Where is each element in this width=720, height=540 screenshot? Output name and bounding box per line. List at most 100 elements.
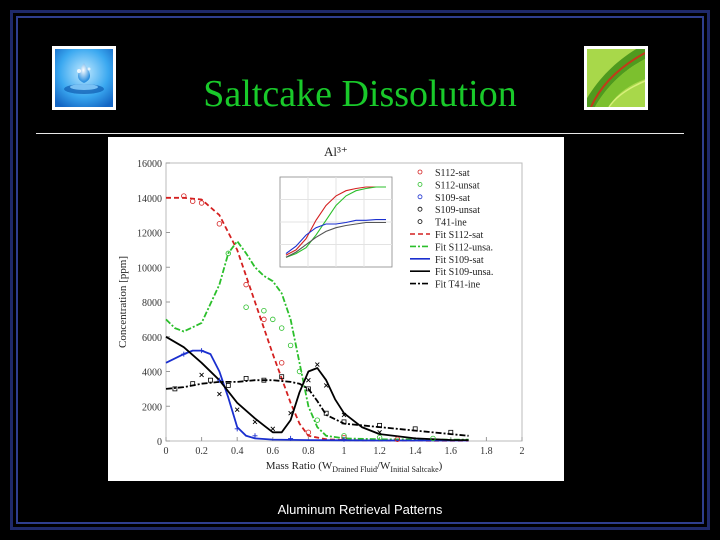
scatter-point [288,410,293,416]
scatter-point [430,435,436,442]
scatter-point [199,348,205,354]
x-axis-label-part: ) [439,460,443,472]
scatter-point [296,368,303,375]
scatter-point [341,419,347,425]
y-tick-label: 2000 [142,402,162,413]
x-axis-label-part: /W [377,460,391,472]
legend-label: Fit T41-ine [435,280,481,291]
scatter-point [243,376,249,381]
scatter-point [377,429,382,435]
scatter-point [225,250,231,257]
scatter-point [181,351,187,357]
legend-label: Fit S109-unsa. [435,267,493,278]
x-axis-label-part: Drained Fluid [332,465,377,474]
legend-label: T41-ine [435,218,467,229]
chart-panel: Al³⁺ 0 0.2 0.4 0.6 0.8 1 1.2 1.4 1.6 1.8 2 0 2000 4000… [108,137,564,481]
scatter-point [199,372,204,378]
series-line [165,240,469,441]
slide-border-inner [16,16,704,524]
legend-label: Fit S109-sat [435,255,484,266]
series-line [166,196,469,442]
scatter-point [341,412,347,418]
legend-marker [417,219,423,224]
scatter-point [287,342,294,349]
scatter-point [261,316,267,323]
scatter-point [314,417,320,423]
y-tick-label: 12000 [137,229,162,240]
scatter-point [181,193,187,199]
x-tick-label: 1.4 [409,446,422,457]
title-divider [36,133,684,134]
x-tick-label: 1 [342,446,347,457]
scatter-point [341,436,347,442]
y-tick-label: 16000 [137,159,162,170]
x-tick-label: 1.6 [445,446,458,457]
scatter-point [208,377,213,383]
green-leaf-icon [584,46,648,110]
x-tick-label: 2 [520,446,525,457]
inset-line [285,221,386,258]
x-tick-label: 0.8 [302,446,315,457]
chart-svg: Al³⁺ 0 0.2 0.4 0.6 0.8 1 1.2 1.4 1.6 1.8 2 0 2000 4000… [117,144,525,474]
scatter-point [243,281,249,288]
scatter-point [261,307,267,314]
scatter-point [323,410,329,416]
scatter-point [190,381,196,387]
slide-border-outer [10,10,710,530]
legend-label: Fit S112-unsa. [435,242,493,253]
x-tick-label: 1.8 [480,446,493,457]
scatter-point [305,386,311,392]
scatter-point [305,429,312,436]
y-tick-label: 0 [157,437,162,448]
x-tick-label: 0.6 [267,446,280,457]
slide-title: Saltcake Dissolution [203,73,517,115]
scatter-point [306,377,311,383]
scatter-point [270,316,276,323]
scatter-point [172,386,178,392]
scatter-point [243,304,249,310]
scatter-point [377,422,383,428]
scatter-point [376,434,383,441]
scatter-point [278,360,285,366]
scatter-point [261,377,267,383]
scatter-point [217,391,222,397]
scatter-point [234,426,240,432]
x-tick-label: 0.2 [195,446,208,457]
y-tick-label: 6000 [142,333,162,344]
inset-line [285,219,386,255]
scatter-point [314,362,320,367]
series-line [165,379,469,437]
legend-label: S109-unsat [435,205,480,216]
series-line [165,336,469,441]
x-axis-label-part: Initial Saltcake [390,465,439,474]
x-tick-label: 0.4 [231,446,244,457]
legend-marker [417,182,423,187]
legend-label: S112-unsat [435,180,480,191]
scatter-point [225,382,231,388]
scatter-point [234,407,240,413]
scatter-point [198,200,205,206]
scatter-point [279,374,285,380]
y-tick-label: 10000 [137,263,162,274]
scatter-point [288,435,294,441]
scatter-point [448,429,454,435]
y-tick-label: 4000 [142,368,162,379]
scatter-point [216,377,222,383]
legend-marker [417,169,423,175]
series-line [165,349,469,442]
scatter-point [394,436,401,442]
x-axis-label-part: Mass Ratio (W [266,460,333,472]
legend-marker [417,194,423,200]
inset-line [285,186,386,256]
legend-label: S109-sat [435,193,470,204]
inset-line [285,186,386,258]
x-tick-label: 1.2 [373,446,386,457]
scatter-point [252,433,258,439]
y-axis-label: Concentration [ppm] [117,256,129,348]
y-tick-label: 14000 [137,194,162,205]
x-axis-label: Mass Ratio (WDrained Fluid/WInitial Salt… [266,460,443,474]
y-tick-label: 8000 [142,298,162,309]
scatter-point [252,419,258,425]
scatter-point [270,426,276,432]
legend-label: Fit S112-sat [435,230,483,241]
